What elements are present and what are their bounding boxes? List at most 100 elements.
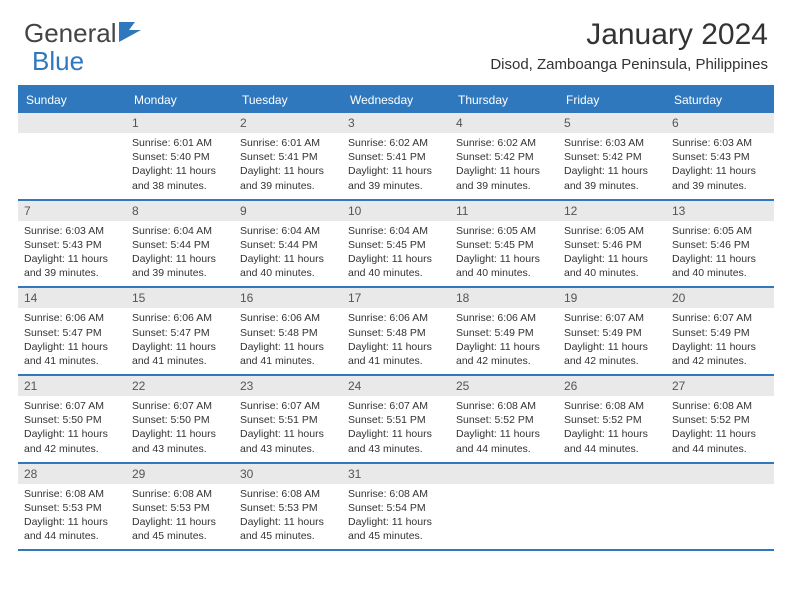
day-body: Sunrise: 6:05 AMSunset: 5:45 PMDaylight:…: [450, 221, 558, 287]
daylight-text: Daylight: 11 hours and 41 minutes.: [132, 340, 228, 368]
calendar-day: [666, 464, 774, 550]
calendar-day: 22Sunrise: 6:07 AMSunset: 5:50 PMDayligh…: [126, 376, 234, 462]
calendar: Sunday Monday Tuesday Wednesday Thursday…: [18, 85, 774, 551]
daylight-text: Daylight: 11 hours and 39 minutes.: [672, 164, 768, 192]
day-body: Sunrise: 6:03 AMSunset: 5:43 PMDaylight:…: [18, 221, 126, 287]
sunrise-text: Sunrise: 6:08 AM: [240, 487, 336, 501]
day-body: Sunrise: 6:08 AMSunset: 5:52 PMDaylight:…: [558, 396, 666, 462]
day-number: 31: [342, 464, 450, 484]
day-number: 15: [126, 288, 234, 308]
sunrise-text: Sunrise: 6:02 AM: [456, 136, 552, 150]
sunrise-text: Sunrise: 6:08 AM: [456, 399, 552, 413]
sunset-text: Sunset: 5:41 PM: [348, 150, 444, 164]
sunset-text: Sunset: 5:46 PM: [564, 238, 660, 252]
day-number: 23: [234, 376, 342, 396]
daylight-text: Daylight: 11 hours and 40 minutes.: [348, 252, 444, 280]
day-body: Sunrise: 6:02 AMSunset: 5:42 PMDaylight:…: [450, 133, 558, 199]
daylight-text: Daylight: 11 hours and 39 minutes.: [348, 164, 444, 192]
calendar-day: 14Sunrise: 6:06 AMSunset: 5:47 PMDayligh…: [18, 288, 126, 374]
sunrise-text: Sunrise: 6:03 AM: [24, 224, 120, 238]
day-number: 19: [558, 288, 666, 308]
sunset-text: Sunset: 5:42 PM: [564, 150, 660, 164]
daylight-text: Daylight: 11 hours and 45 minutes.: [348, 515, 444, 543]
sunrise-text: Sunrise: 6:04 AM: [240, 224, 336, 238]
day-number: 7: [18, 201, 126, 221]
day-number: 4: [450, 113, 558, 133]
sunset-text: Sunset: 5:42 PM: [456, 150, 552, 164]
calendar-day: 11Sunrise: 6:05 AMSunset: 5:45 PMDayligh…: [450, 201, 558, 287]
sunset-text: Sunset: 5:48 PM: [240, 326, 336, 340]
sunset-text: Sunset: 5:41 PM: [240, 150, 336, 164]
day-body: Sunrise: 6:07 AMSunset: 5:50 PMDaylight:…: [126, 396, 234, 462]
day-number: [18, 113, 126, 133]
day-body: Sunrise: 6:07 AMSunset: 5:51 PMDaylight:…: [342, 396, 450, 462]
sunset-text: Sunset: 5:49 PM: [672, 326, 768, 340]
sunrise-text: Sunrise: 6:05 AM: [564, 224, 660, 238]
calendar-day: [450, 464, 558, 550]
calendar-day: 8Sunrise: 6:04 AMSunset: 5:44 PMDaylight…: [126, 201, 234, 287]
day-number: 6: [666, 113, 774, 133]
daylight-text: Daylight: 11 hours and 38 minutes.: [132, 164, 228, 192]
day-number: 28: [18, 464, 126, 484]
day-number: 25: [450, 376, 558, 396]
day-number: 22: [126, 376, 234, 396]
sunset-text: Sunset: 5:44 PM: [132, 238, 228, 252]
sunrise-text: Sunrise: 6:07 AM: [348, 399, 444, 413]
calendar-day: 5Sunrise: 6:03 AMSunset: 5:42 PMDaylight…: [558, 113, 666, 199]
day-body: Sunrise: 6:07 AMSunset: 5:49 PMDaylight:…: [558, 308, 666, 374]
daylight-text: Daylight: 11 hours and 45 minutes.: [240, 515, 336, 543]
day-body: [450, 484, 558, 542]
day-body: Sunrise: 6:08 AMSunset: 5:52 PMDaylight:…: [450, 396, 558, 462]
daylight-text: Daylight: 11 hours and 39 minutes.: [132, 252, 228, 280]
sunset-text: Sunset: 5:45 PM: [456, 238, 552, 252]
title-block: January 2024 Disod, Zamboanga Peninsula,…: [490, 18, 768, 73]
sunset-text: Sunset: 5:47 PM: [132, 326, 228, 340]
sunset-text: Sunset: 5:53 PM: [240, 501, 336, 515]
sunrise-text: Sunrise: 6:08 AM: [24, 487, 120, 501]
day-body: [666, 484, 774, 542]
day-number: 29: [126, 464, 234, 484]
sunset-text: Sunset: 5:51 PM: [348, 413, 444, 427]
sunset-text: Sunset: 5:52 PM: [456, 413, 552, 427]
day-number: 26: [558, 376, 666, 396]
sunrise-text: Sunrise: 6:04 AM: [348, 224, 444, 238]
sunset-text: Sunset: 5:50 PM: [24, 413, 120, 427]
calendar-day: 30Sunrise: 6:08 AMSunset: 5:53 PMDayligh…: [234, 464, 342, 550]
sunrise-text: Sunrise: 6:08 AM: [672, 399, 768, 413]
sunrise-text: Sunrise: 6:01 AM: [132, 136, 228, 150]
day-body: Sunrise: 6:05 AMSunset: 5:46 PMDaylight:…: [666, 221, 774, 287]
calendar-day: 20Sunrise: 6:07 AMSunset: 5:49 PMDayligh…: [666, 288, 774, 374]
sunrise-text: Sunrise: 6:08 AM: [132, 487, 228, 501]
day-body: Sunrise: 6:06 AMSunset: 5:48 PMDaylight:…: [342, 308, 450, 374]
sunrise-text: Sunrise: 6:07 AM: [132, 399, 228, 413]
daylight-text: Daylight: 11 hours and 44 minutes.: [456, 427, 552, 455]
daylight-text: Daylight: 11 hours and 40 minutes.: [240, 252, 336, 280]
day-body: [558, 484, 666, 542]
daylight-text: Daylight: 11 hours and 39 minutes.: [240, 164, 336, 192]
sunrise-text: Sunrise: 6:07 AM: [24, 399, 120, 413]
sunrise-text: Sunrise: 6:06 AM: [240, 311, 336, 325]
daylight-text: Daylight: 11 hours and 40 minutes.: [564, 252, 660, 280]
daylight-text: Daylight: 11 hours and 43 minutes.: [348, 427, 444, 455]
sunset-text: Sunset: 5:53 PM: [24, 501, 120, 515]
day-header: Friday: [558, 87, 666, 113]
calendar-day: 29Sunrise: 6:08 AMSunset: 5:53 PMDayligh…: [126, 464, 234, 550]
day-header: Tuesday: [234, 87, 342, 113]
day-body: Sunrise: 6:04 AMSunset: 5:45 PMDaylight:…: [342, 221, 450, 287]
day-body: Sunrise: 6:07 AMSunset: 5:51 PMDaylight:…: [234, 396, 342, 462]
sunset-text: Sunset: 5:53 PM: [132, 501, 228, 515]
daylight-text: Daylight: 11 hours and 44 minutes.: [672, 427, 768, 455]
sunset-text: Sunset: 5:48 PM: [348, 326, 444, 340]
sunrise-text: Sunrise: 6:04 AM: [132, 224, 228, 238]
day-number: 27: [666, 376, 774, 396]
day-number: 11: [450, 201, 558, 221]
calendar-day: 16Sunrise: 6:06 AMSunset: 5:48 PMDayligh…: [234, 288, 342, 374]
day-body: Sunrise: 6:08 AMSunset: 5:53 PMDaylight:…: [234, 484, 342, 550]
calendar-day: 23Sunrise: 6:07 AMSunset: 5:51 PMDayligh…: [234, 376, 342, 462]
calendar-day: 24Sunrise: 6:07 AMSunset: 5:51 PMDayligh…: [342, 376, 450, 462]
day-body: Sunrise: 6:01 AMSunset: 5:40 PMDaylight:…: [126, 133, 234, 199]
calendar-day: 15Sunrise: 6:06 AMSunset: 5:47 PMDayligh…: [126, 288, 234, 374]
day-body: Sunrise: 6:08 AMSunset: 5:54 PMDaylight:…: [342, 484, 450, 550]
calendar-day: [18, 113, 126, 199]
day-header: Thursday: [450, 87, 558, 113]
